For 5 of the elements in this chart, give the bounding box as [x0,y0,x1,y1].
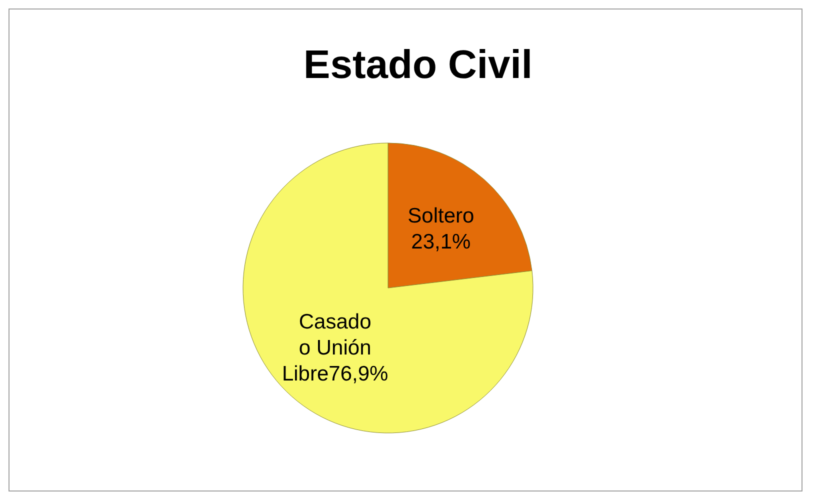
chart-title: Estado Civil [304,43,532,87]
slice-label: Casado o Unión Libre76,9% [282,310,388,386]
pie-slice [242,142,534,434]
data-label: 23,1% [411,230,471,254]
slice-label: Soltero [408,204,474,228]
